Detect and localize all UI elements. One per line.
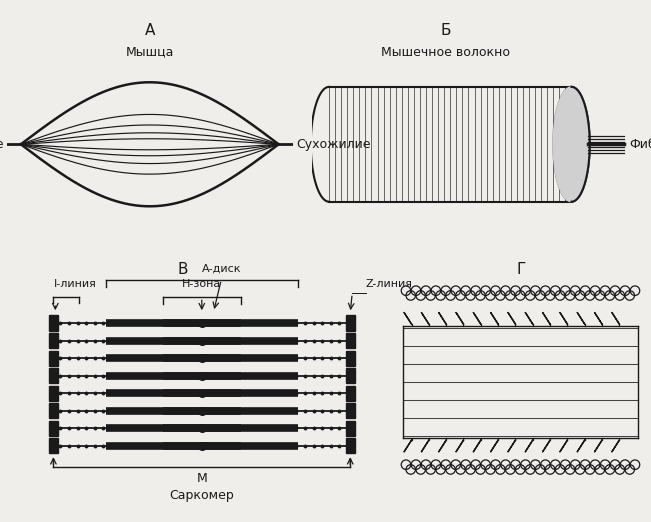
Text: Сухожилие: Сухожилие (0, 138, 4, 151)
Polygon shape (49, 386, 58, 400)
Polygon shape (49, 333, 58, 348)
Text: Сухожилие: Сухожилие (296, 138, 370, 151)
Text: В: В (177, 262, 187, 277)
Polygon shape (49, 368, 58, 383)
Text: Г: Г (516, 262, 525, 277)
Polygon shape (346, 438, 355, 453)
Text: А-диск: А-диск (202, 264, 241, 274)
Polygon shape (49, 421, 58, 435)
Text: Z-линия: Z-линия (366, 279, 413, 289)
Polygon shape (49, 350, 58, 365)
Polygon shape (553, 87, 590, 201)
Text: Мышца: Мышца (126, 45, 174, 58)
Text: I-линия: I-линия (53, 279, 96, 289)
Polygon shape (346, 386, 355, 400)
Polygon shape (346, 403, 355, 418)
Polygon shape (346, 333, 355, 348)
Polygon shape (49, 438, 58, 453)
Text: Саркомер: Саркомер (169, 489, 234, 502)
Polygon shape (346, 315, 355, 330)
Polygon shape (49, 403, 58, 418)
Polygon shape (49, 315, 58, 330)
Text: Н-зона: Н-зона (182, 279, 221, 289)
Polygon shape (346, 368, 355, 383)
Text: Б: Б (440, 22, 450, 38)
Polygon shape (346, 421, 355, 435)
Text: М: М (197, 472, 207, 485)
Text: А: А (145, 22, 155, 38)
Text: Мышечное волокно: Мышечное волокно (381, 45, 510, 58)
Polygon shape (346, 350, 355, 365)
Text: Фибриллы: Фибриллы (630, 138, 651, 151)
